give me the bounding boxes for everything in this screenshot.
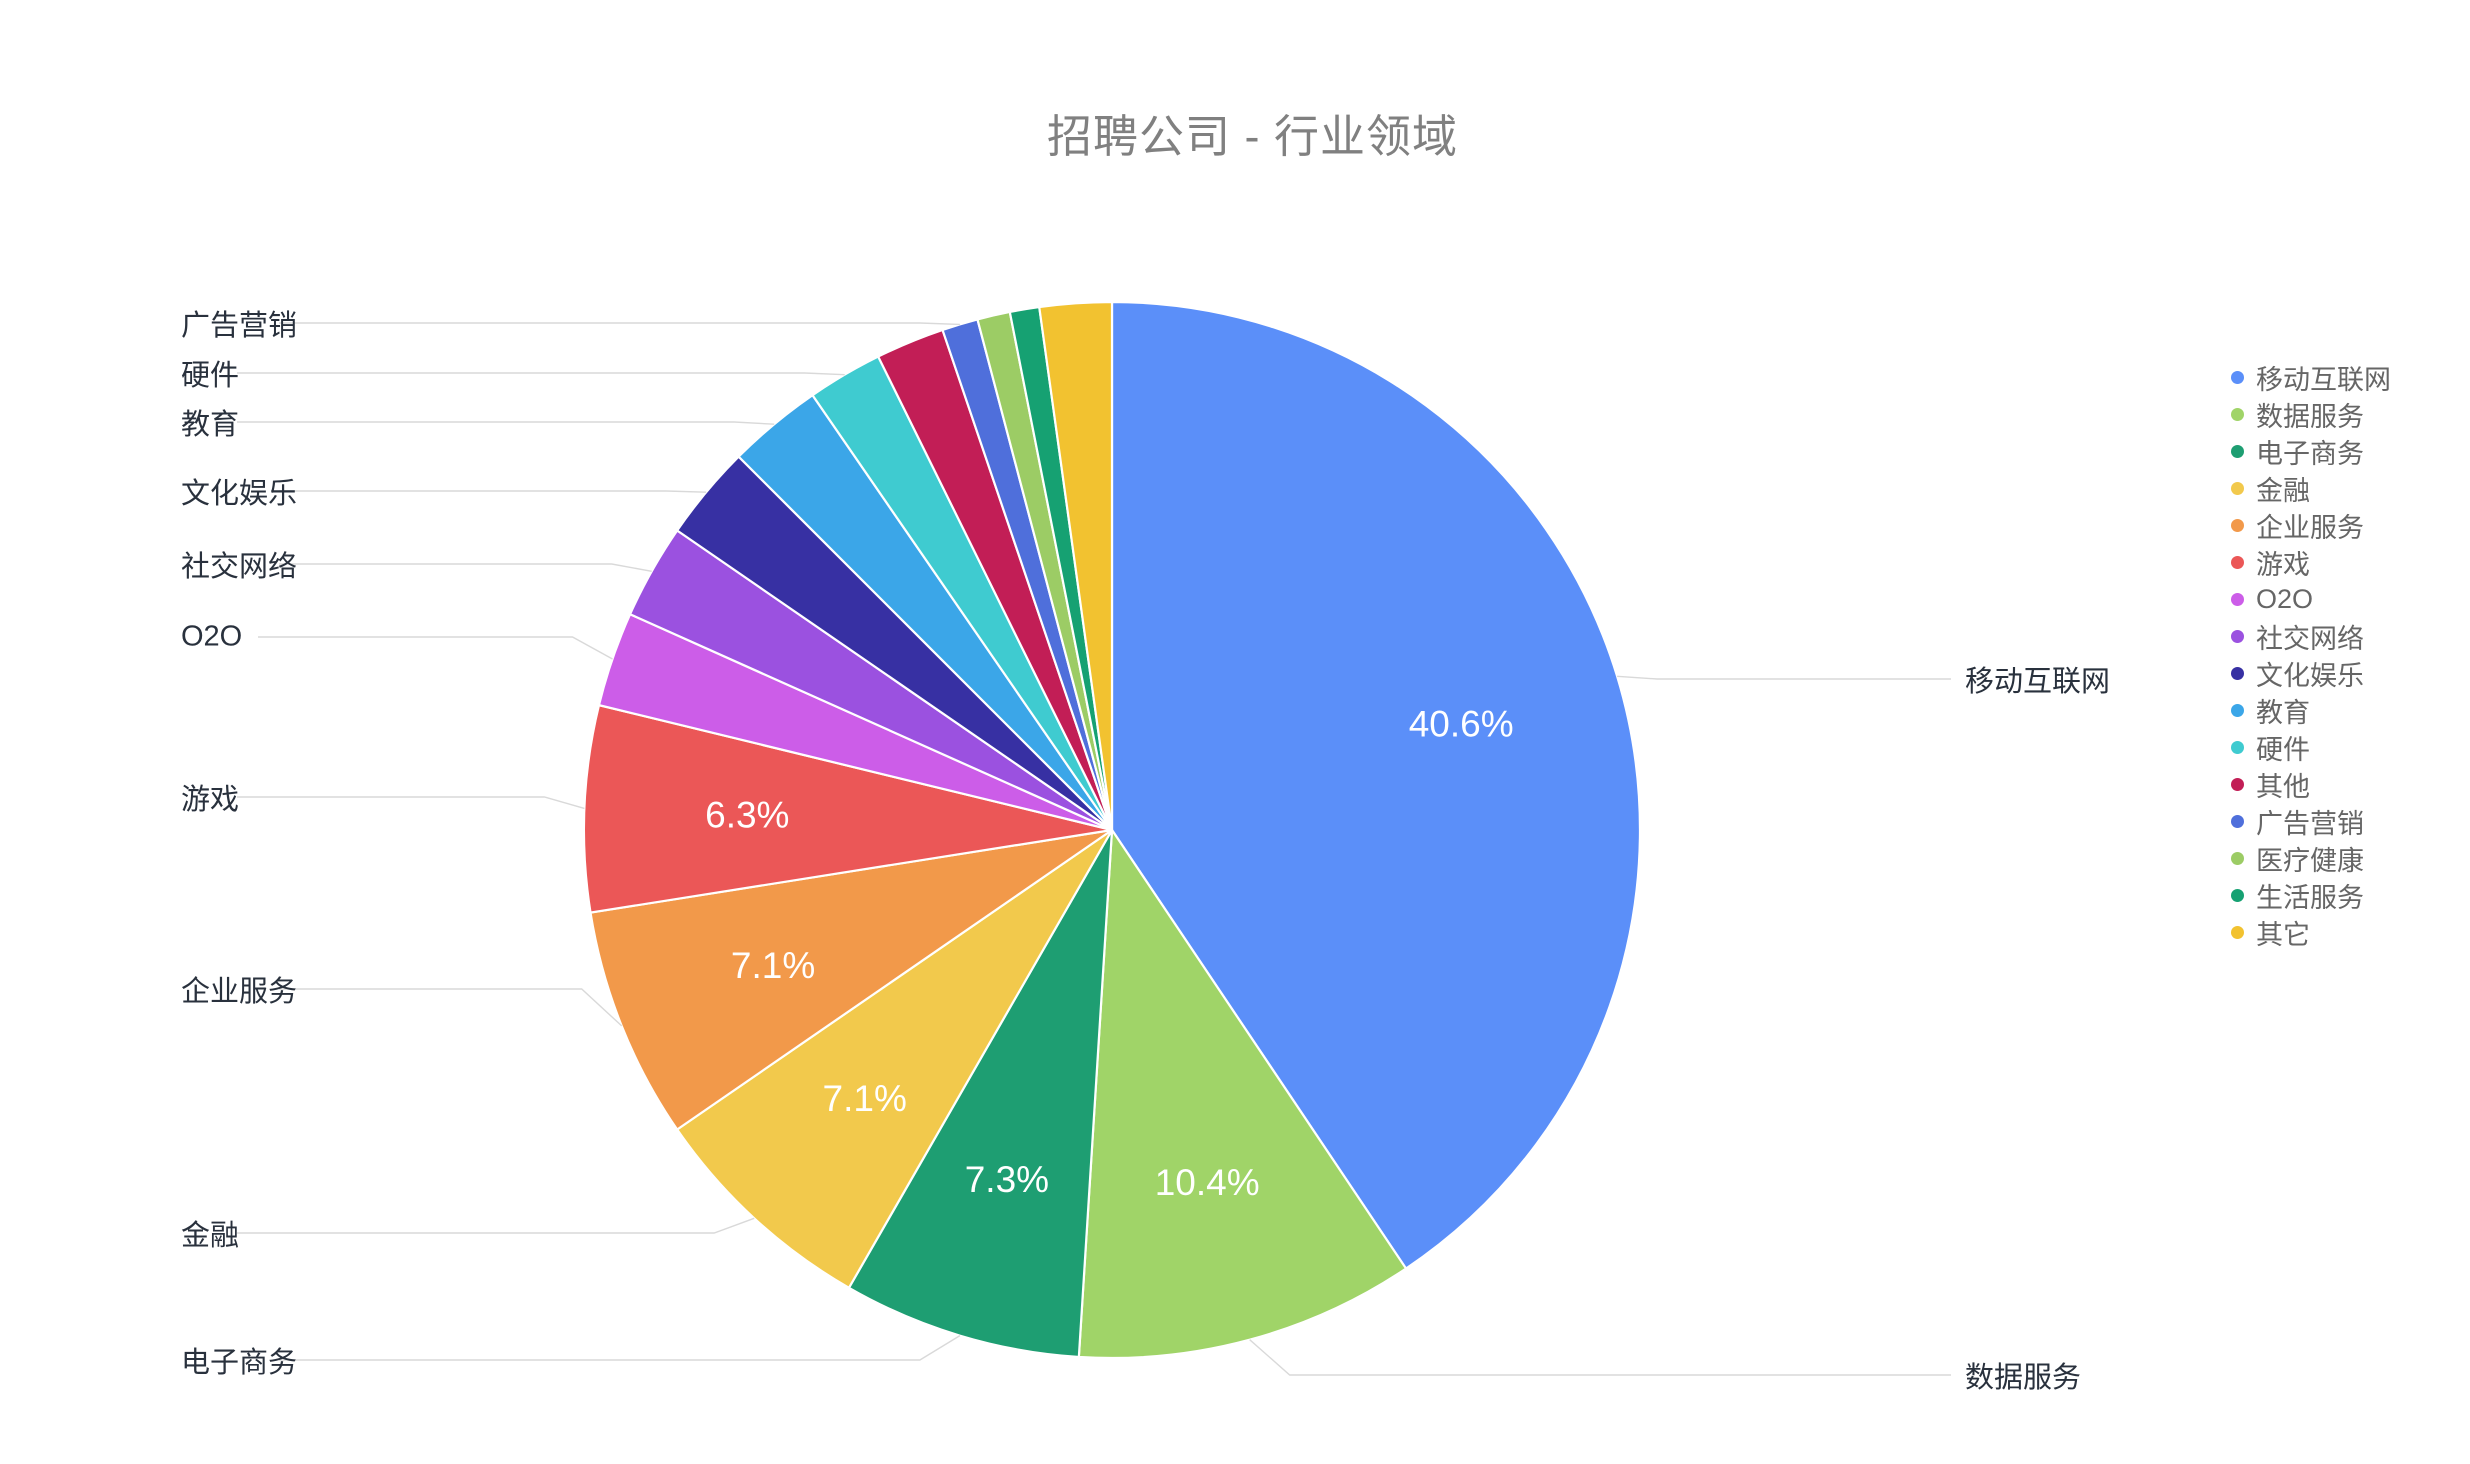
svg-text:40.6%: 40.6% <box>1409 703 1514 744</box>
svg-text:7.3%: 7.3% <box>965 1159 1049 1200</box>
svg-text:10.4%: 10.4% <box>1155 1162 1260 1203</box>
svg-text:7.1%: 7.1% <box>731 945 815 986</box>
svg-text:6.3%: 6.3% <box>705 795 789 836</box>
svg-text:7.1%: 7.1% <box>823 1078 907 1119</box>
